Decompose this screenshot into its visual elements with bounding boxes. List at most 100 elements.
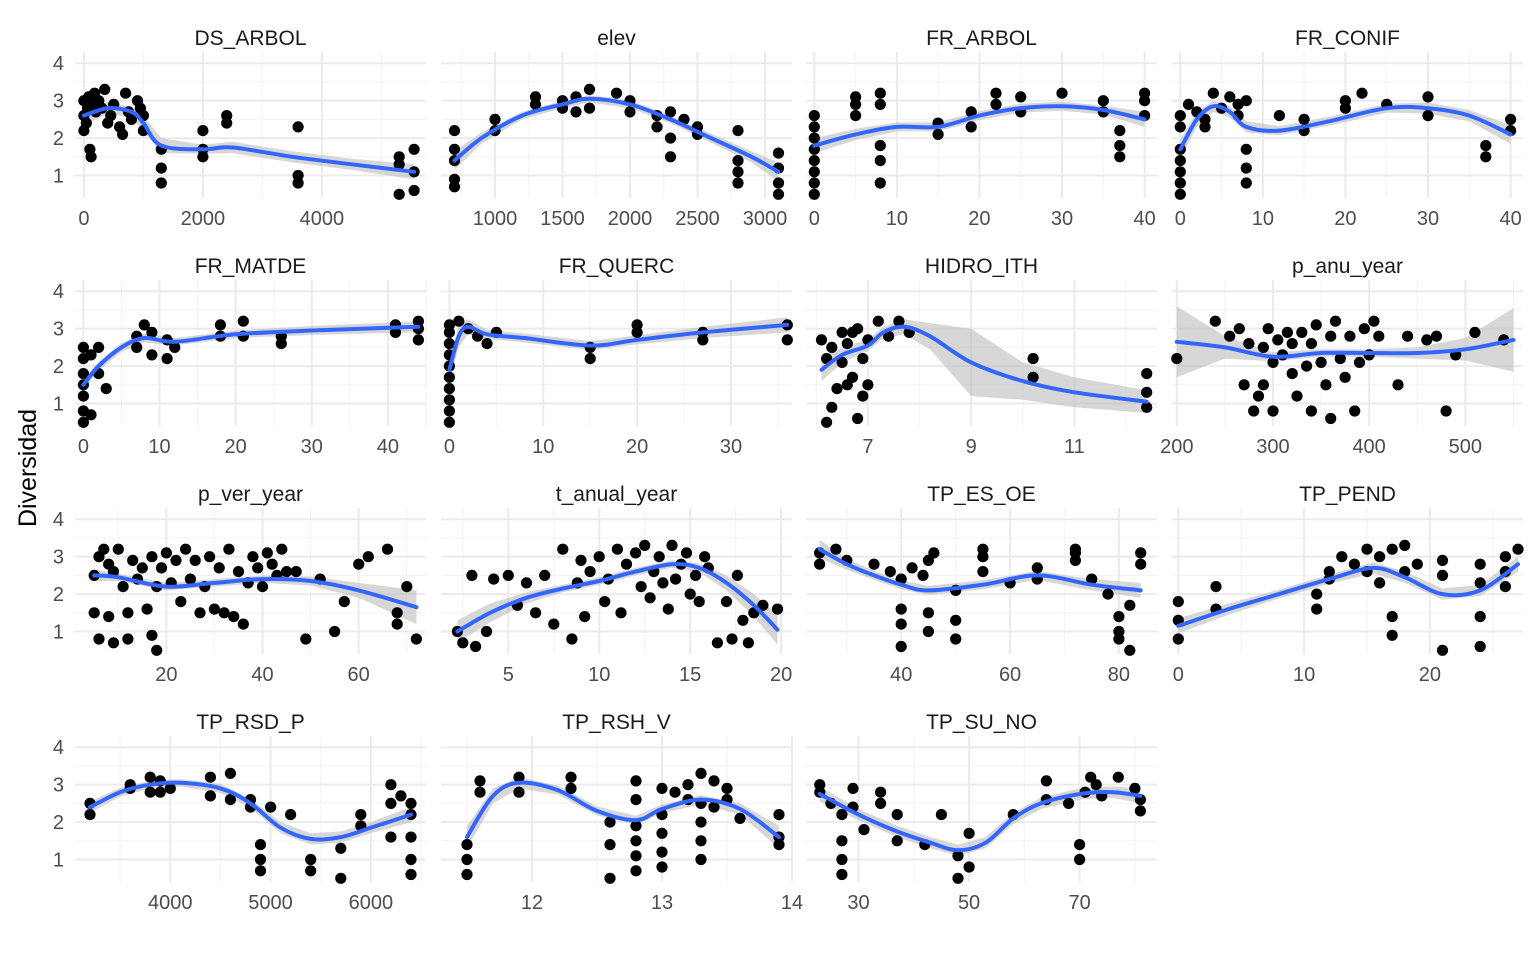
data-point (1305, 338, 1317, 350)
data-point (1505, 113, 1517, 125)
data-point (204, 790, 216, 802)
data-point (1323, 566, 1335, 578)
y-tick-label: 4 (53, 509, 64, 531)
data-point (353, 558, 365, 570)
data-point (1135, 558, 1147, 570)
data-point (448, 181, 461, 193)
data-point (847, 782, 859, 795)
data-point (1440, 405, 1452, 417)
data-point (922, 607, 935, 619)
data-point (841, 338, 853, 350)
data-point (808, 110, 820, 122)
data-point (160, 547, 172, 559)
data-point (656, 846, 668, 858)
data-point (103, 611, 115, 623)
data-point (682, 779, 694, 791)
data-point (1174, 188, 1186, 200)
facet-panel: TP_PEND 0 10 20 (1172, 483, 1524, 686)
facet-title: FR_MATDE (195, 255, 307, 278)
data-point (695, 767, 707, 780)
data-point (874, 155, 886, 167)
data-point (1286, 338, 1298, 350)
data-point (1114, 125, 1126, 137)
data-point (857, 390, 869, 402)
data-point (664, 151, 677, 163)
data-point (122, 607, 134, 619)
x-tick-label: 11 (1064, 436, 1085, 458)
data-point (695, 816, 707, 828)
data-point (565, 782, 577, 795)
data-point (266, 558, 278, 570)
data-point (77, 341, 89, 353)
data-point (874, 87, 886, 99)
data-point (836, 809, 848, 821)
data-point (1334, 353, 1346, 365)
data-point (893, 315, 905, 327)
data-point (197, 125, 209, 137)
data-point (254, 839, 267, 851)
data-point (520, 577, 533, 589)
data-point (1262, 323, 1274, 335)
data-point (138, 319, 150, 331)
data-point (1240, 162, 1252, 174)
data-point (254, 853, 267, 866)
data-point (950, 633, 962, 645)
x-tick-label: 40 (1133, 208, 1155, 230)
data-point (732, 155, 744, 167)
data-point (815, 334, 828, 346)
confidence-ribbon (1176, 306, 1514, 378)
x-tick-label: 2000 (181, 208, 226, 230)
x-tick-label: 10 (1252, 208, 1274, 230)
facet-title: TP_SU_NO (926, 711, 1037, 734)
data-point (1499, 581, 1511, 593)
data-point (1114, 151, 1126, 163)
data-point (1074, 839, 1086, 851)
data-point (80, 117, 92, 129)
data-point (1310, 319, 1322, 331)
data-point (385, 831, 397, 843)
data-point (290, 566, 302, 578)
y-tick-label: 1 (53, 166, 64, 188)
data-point (335, 842, 347, 854)
x-tick-label: 4000 (300, 208, 345, 230)
data-point (906, 562, 918, 574)
data-point (100, 383, 112, 395)
data-point (874, 177, 886, 189)
data-point (1124, 644, 1136, 656)
x-tick-label: 40 (377, 436, 399, 458)
data-point (401, 581, 413, 593)
data-point (963, 861, 975, 873)
data-point (146, 629, 158, 641)
data-point (1499, 551, 1511, 563)
facet-panel: HIDRO_ITH 7 9 11 (806, 255, 1157, 458)
data-point (127, 554, 139, 567)
data-point (950, 614, 962, 626)
data-point (77, 416, 89, 428)
data-point (144, 771, 156, 783)
data-point (1182, 98, 1195, 110)
data-point (635, 581, 647, 593)
x-tick-label: 30 (1051, 208, 1073, 230)
data-point (1344, 330, 1356, 342)
data-point (1480, 151, 1492, 163)
data-point (814, 779, 826, 791)
smooth-trend-line (88, 780, 413, 842)
data-point (771, 603, 784, 615)
data-point (808, 188, 820, 200)
data-point (977, 543, 989, 555)
data-point (329, 625, 341, 638)
data-point (146, 551, 158, 563)
data-point (453, 315, 465, 327)
data-point (335, 872, 347, 884)
x-tick-label: 5 (503, 664, 514, 686)
data-point (922, 625, 935, 638)
data-point (457, 637, 469, 649)
data-point (1392, 379, 1404, 391)
data-point (281, 566, 293, 578)
data-point (583, 83, 596, 95)
facet-title: p_ver_year (198, 483, 303, 506)
data-point (141, 603, 153, 615)
data-point (680, 547, 693, 559)
data-point (826, 401, 838, 413)
